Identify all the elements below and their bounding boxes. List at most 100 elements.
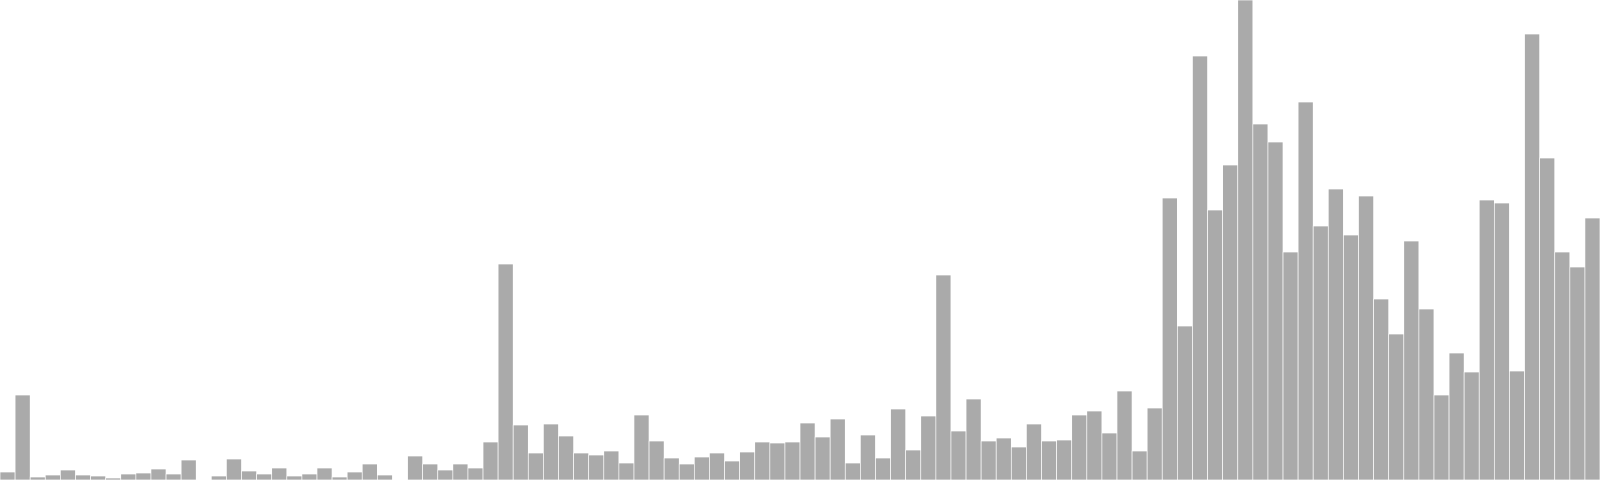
bar-19 (286, 475, 303, 480)
bar-33 (497, 263, 514, 480)
bar-47 (709, 452, 725, 480)
bar-39 (588, 454, 605, 480)
bar-93 (1403, 240, 1420, 480)
bar-43 (648, 440, 665, 480)
bar-104 (1569, 266, 1586, 480)
bar-81 (1222, 164, 1239, 480)
bar-99 (1493, 202, 1510, 480)
bar-35 (527, 452, 544, 480)
bar-12 (180, 459, 197, 480)
bar-44 (663, 457, 680, 480)
bar-92 (1388, 333, 1405, 480)
bar-61 (920, 415, 937, 480)
bar-101 (1524, 33, 1540, 480)
bar-18 (271, 467, 288, 480)
bar-88 (1327, 188, 1344, 480)
bar-68 (1026, 423, 1042, 480)
bar-42 (633, 414, 650, 480)
bar-49 (739, 451, 756, 480)
bar-56 (844, 462, 861, 480)
bar-62 (935, 274, 952, 480)
bar-103 (1554, 251, 1571, 480)
bar-72 (1086, 410, 1103, 480)
bar-45 (678, 463, 695, 480)
bar-50 (754, 441, 771, 480)
bar-51 (769, 442, 786, 480)
bar-34 (512, 424, 529, 480)
bar-77 (1161, 197, 1178, 480)
bar-100 (1509, 370, 1525, 480)
bar-24 (361, 463, 378, 480)
bar-105 (1584, 217, 1600, 480)
bar-4 (60, 469, 76, 480)
bar-54 (814, 436, 831, 480)
bar-67 (1010, 446, 1027, 480)
bar-11 (165, 473, 182, 480)
bar-17 (256, 473, 273, 480)
bar-9 (135, 472, 152, 480)
bar-27 (407, 455, 423, 480)
bar-23 (346, 471, 363, 480)
bar-80 (1207, 209, 1223, 480)
bar-30 (452, 463, 469, 480)
bar-59 (890, 408, 907, 480)
bar-55 (829, 418, 846, 480)
bar-29 (437, 469, 454, 480)
bar-5 (75, 474, 91, 480)
bar-31 (467, 467, 484, 480)
bar-15 (226, 458, 242, 480)
bar-78 (1177, 325, 1193, 480)
bar-83 (1252, 123, 1269, 480)
bar-69 (1041, 440, 1057, 480)
bar-32 (482, 441, 499, 480)
bar-76 (1146, 407, 1163, 480)
bar-37 (558, 435, 574, 480)
bar-57 (860, 434, 876, 480)
bar-60 (905, 449, 922, 480)
bar-71 (1071, 414, 1088, 480)
bar-38 (573, 452, 590, 480)
bar-25 (377, 474, 393, 480)
bar-20 (301, 473, 318, 480)
bar-40 (603, 450, 620, 480)
bar-0 (0, 471, 16, 480)
bar-66 (995, 437, 1012, 480)
bar-102 (1539, 157, 1556, 480)
bar-1 (14, 394, 31, 480)
bar-14 (210, 475, 227, 480)
bar-36 (543, 423, 559, 480)
bar-87 (1312, 225, 1329, 480)
bar-10 (150, 468, 167, 480)
bar-91 (1373, 298, 1390, 480)
bar-3 (44, 474, 61, 480)
bar-46 (693, 456, 710, 480)
bar-6 (90, 475, 107, 480)
bar-74 (1116, 390, 1133, 480)
bar-58 (875, 457, 891, 480)
bar-70 (1056, 439, 1073, 480)
bar-64 (965, 398, 982, 480)
bar-82 (1237, 0, 1254, 480)
bar-79 (1192, 55, 1208, 480)
bar-41 (618, 462, 635, 480)
bar-94 (1418, 308, 1435, 480)
bar-21 (316, 467, 333, 480)
bar-98 (1478, 199, 1495, 480)
bar-28 (422, 463, 439, 480)
bar-73 (1101, 432, 1118, 480)
bar-8 (120, 473, 137, 480)
bar-90 (1358, 195, 1374, 480)
bar-95 (1433, 394, 1450, 480)
bar-75 (1131, 450, 1148, 480)
bar-65 (980, 440, 997, 480)
bar-48 (724, 460, 740, 480)
bar-86 (1297, 101, 1314, 480)
bar-84 (1267, 141, 1284, 480)
bar-63 (950, 430, 967, 480)
bar-96 (1448, 352, 1465, 480)
bar-52 (784, 441, 801, 480)
bar-97 (1463, 371, 1480, 480)
bar-89 (1343, 234, 1359, 480)
